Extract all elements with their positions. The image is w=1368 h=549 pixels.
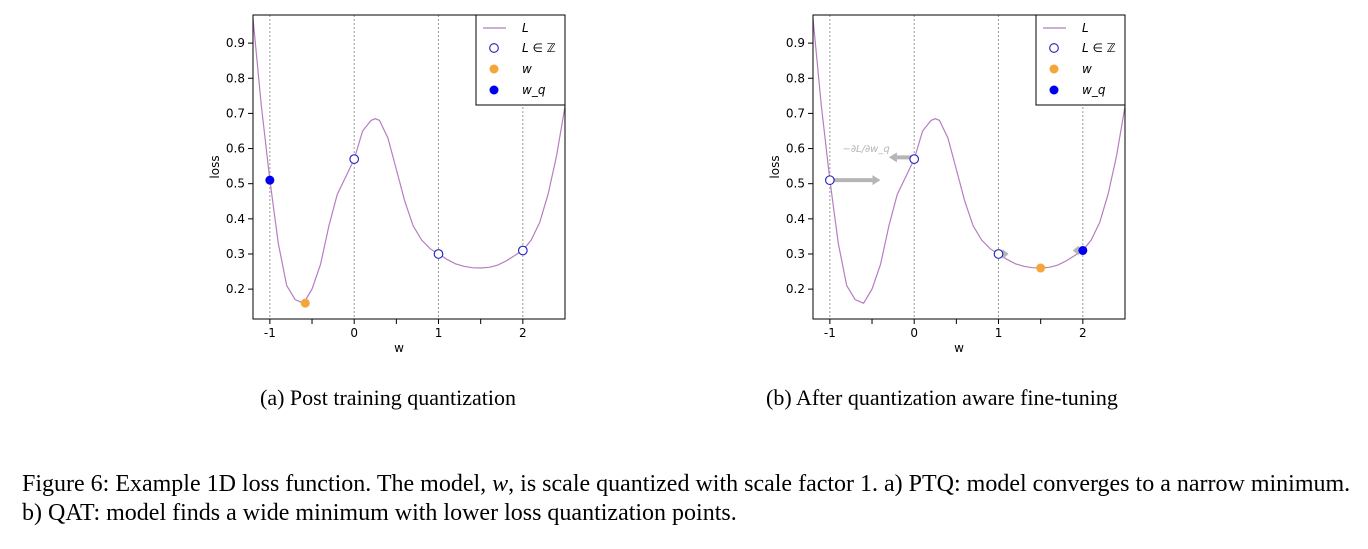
x-tick-label: 2 — [1079, 326, 1087, 340]
loss-curve — [813, 18, 1125, 304]
x-tick-label: 0 — [910, 326, 918, 340]
gradient-arrow-head — [1072, 245, 1079, 256]
wq-point — [265, 175, 275, 185]
integer-point — [825, 175, 835, 186]
x-tick-label: 1 — [435, 326, 443, 340]
integer-point — [909, 154, 920, 164]
y-tick-label: 0.5 — [786, 177, 805, 191]
gradient-arrow-head — [1002, 248, 1009, 259]
legend-label: L ∈ ℤ — [522, 41, 556, 55]
gradient-arrow-head — [888, 152, 897, 163]
figure-caption-prefix: Figure 6: Example 1D loss function. The … — [22, 471, 493, 497]
y-tick-label: 0.5 — [226, 177, 245, 191]
w-point — [300, 298, 310, 308]
plot-frame — [252, 14, 566, 320]
legend-label: L — [522, 21, 529, 35]
x-axis-label: w — [394, 341, 404, 355]
legend-label: w — [1082, 62, 1092, 76]
y-tick-label: 0.9 — [226, 36, 245, 50]
x-tick-label: 1 — [995, 326, 1003, 340]
legend-swatch-integer — [1049, 43, 1059, 53]
legend-label: w_q — [522, 83, 546, 97]
gradient-arrow-head — [872, 175, 881, 186]
subcaption-a: (a) Post training quantization — [260, 385, 516, 410]
legend-label: w — [522, 62, 532, 76]
legend: L L ∈ ℤ w w_q — [475, 14, 566, 106]
y-tick-label: 0.4 — [786, 212, 805, 226]
y-tick-label: 0.8 — [786, 71, 805, 85]
wq-point — [1078, 245, 1088, 255]
y-tick-label: 0.2 — [226, 282, 245, 296]
y-axis-label: loss — [768, 155, 782, 178]
integer-point — [517, 245, 528, 256]
y-tick-label: 0.3 — [786, 247, 805, 261]
y-tick-label: 0.7 — [226, 106, 245, 120]
legend-swatch-integer — [489, 43, 499, 53]
y-tick-label: 0.8 — [226, 71, 245, 85]
x-tick-label: -1 — [824, 326, 836, 340]
figure-caption-suffix: , is scale quantized with scale factor 1… — [22, 471, 1351, 526]
chart-panel-b: −∂L/∂w_q -1 0 1 2 0.2 0.3 0.4 0.5 0.6 0.7 0.8 0.9 w lo… — [768, 14, 1126, 355]
legend-label: w_q — [1082, 83, 1106, 97]
integer-point — [993, 249, 1004, 259]
y-tick-label: 0.4 — [226, 212, 245, 226]
integer-point — [349, 154, 360, 164]
legend-swatch-wq — [489, 85, 499, 95]
figure-caption-var: w — [492, 471, 509, 497]
legend-label: L — [1082, 21, 1089, 35]
legend-label: L ∈ ℤ — [1082, 41, 1116, 55]
legend-swatch-w — [1049, 64, 1059, 74]
y-tick-label: 0.9 — [786, 36, 805, 50]
x-tick-label: 0 — [350, 326, 358, 340]
w-point — [1036, 263, 1046, 273]
legend-swatch-wq — [1049, 85, 1059, 95]
plot-frame — [812, 14, 1126, 320]
x-tick-label: 2 — [519, 326, 527, 340]
legend-swatch-w — [489, 64, 499, 74]
integer-point — [433, 249, 444, 259]
y-axis-label: loss — [208, 155, 222, 178]
y-tick-label: 0.6 — [786, 142, 805, 156]
gradient-label: −∂L/∂w_q — [843, 144, 890, 155]
x-axis-label: w — [954, 341, 964, 355]
legend: L L ∈ ℤ w w_q — [1035, 14, 1126, 106]
figure-caption: Figure 6: Example 1D loss function. The … — [22, 470, 1362, 528]
y-tick-label: 0.7 — [786, 106, 805, 120]
loss-curve — [253, 18, 565, 304]
y-tick-label: 0.6 — [226, 142, 245, 156]
y-tick-label: 0.2 — [786, 282, 805, 296]
chart-panel-a: -1 0 1 2 0.2 0.3 0.4 0.5 0.6 0.7 0.8 0.9 w loss L L ∈ ℤ… — [208, 14, 566, 355]
x-tick-label: -1 — [264, 326, 276, 340]
y-tick-label: 0.3 — [226, 247, 245, 261]
subcaption-b: (b) After quantization aware fine-tuning — [766, 385, 1118, 410]
